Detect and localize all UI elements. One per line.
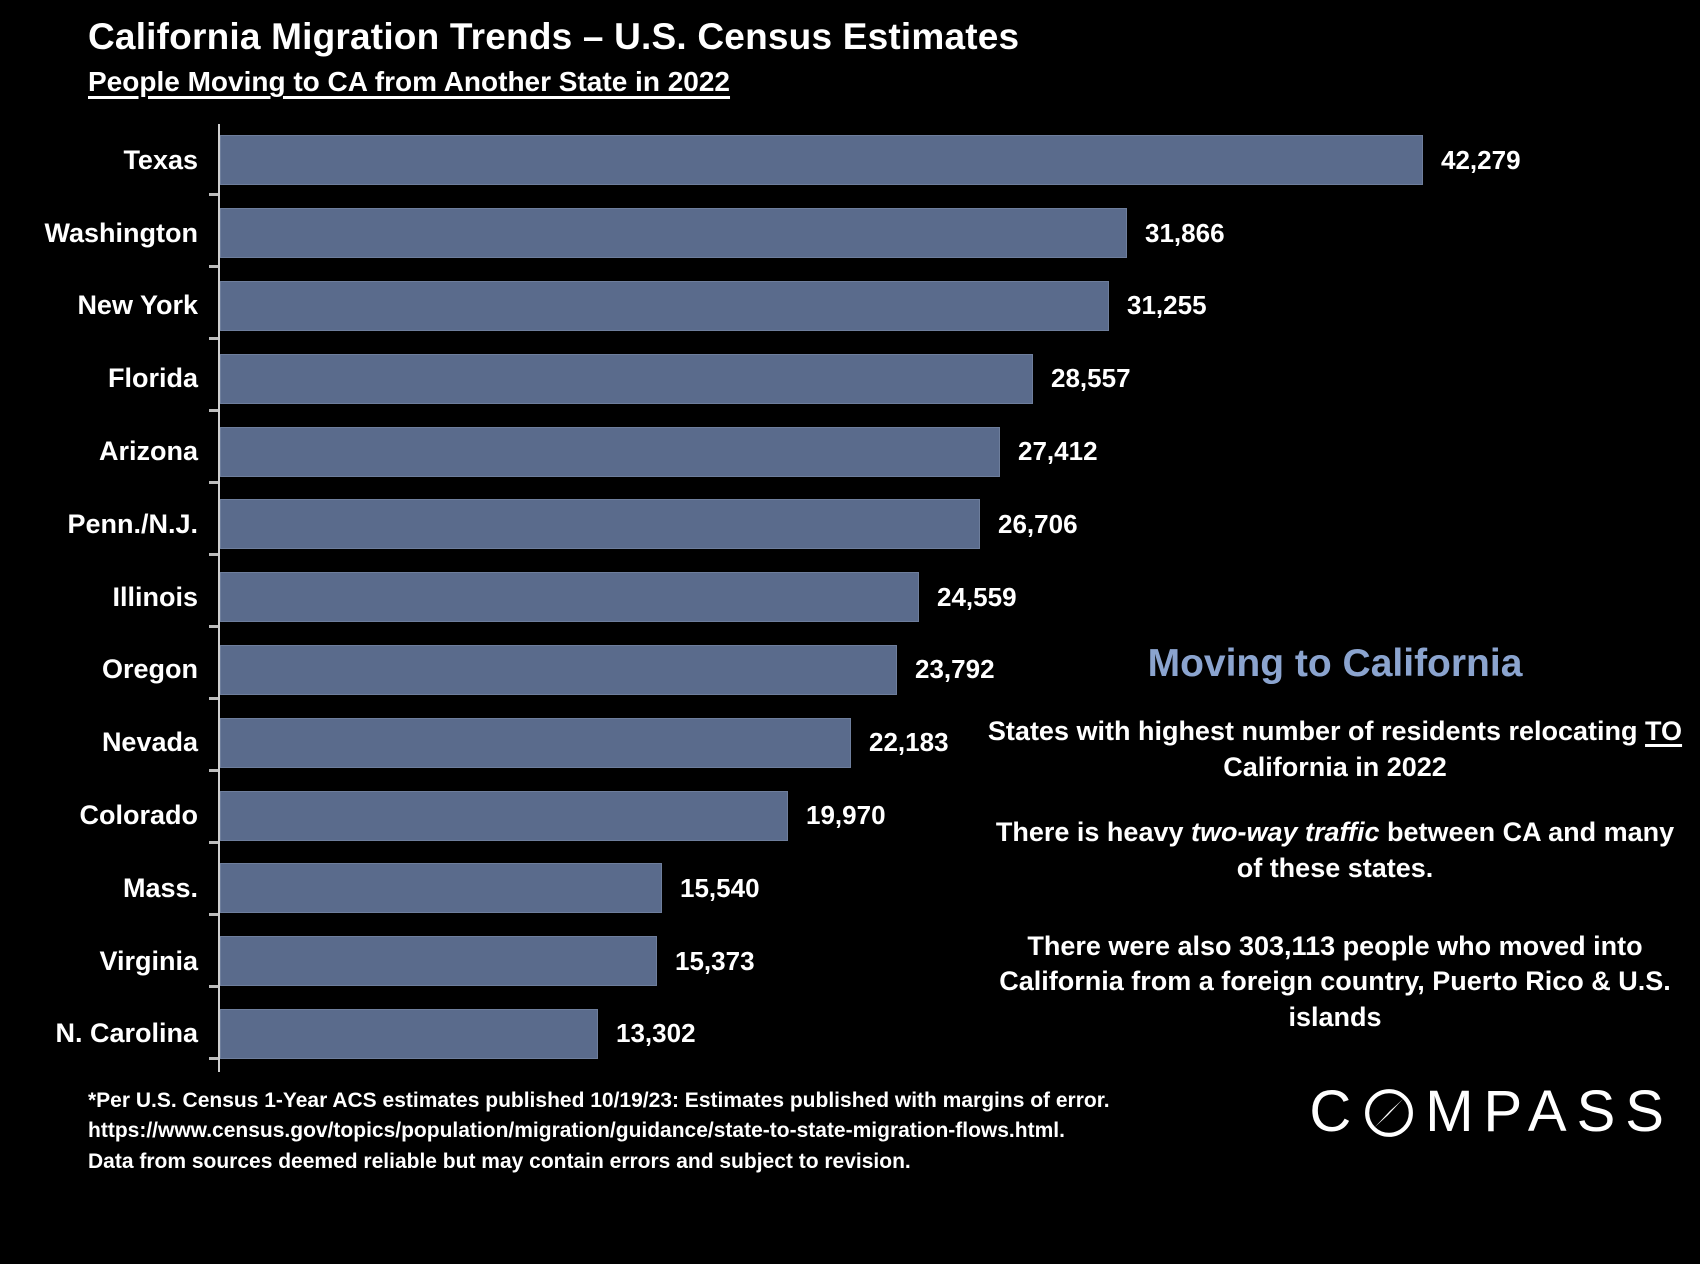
category-label: N. Carolina bbox=[55, 1018, 198, 1049]
value-label: 24,559 bbox=[937, 581, 1017, 612]
side-panel-paragraph-1: States with highest number of residents … bbox=[985, 714, 1685, 785]
bar bbox=[220, 790, 788, 841]
chart-title: California Migration Trends – U.S. Censu… bbox=[88, 16, 1020, 57]
category-label: Colorado bbox=[79, 800, 199, 831]
category-label: Arizona bbox=[98, 436, 198, 467]
bar-wrap: 42,279 bbox=[220, 124, 1521, 197]
p2-italic: two-way traffic bbox=[1191, 817, 1380, 848]
bar-wrap: 22,183 bbox=[220, 706, 949, 779]
p2-pre: There is heavy bbox=[995, 817, 1191, 848]
footer-line-3: Data from sources deemed reliable but ma… bbox=[88, 1149, 911, 1173]
bar-row: Mass. 15,540 bbox=[0, 852, 1521, 925]
side-panel-heading: Moving to California bbox=[1147, 642, 1523, 685]
bar-row: Colorado 19,970 bbox=[0, 779, 1521, 852]
value-label: 22,183 bbox=[869, 727, 949, 758]
bar-row: Texas 42,279 bbox=[0, 124, 1521, 197]
value-label: 28,557 bbox=[1051, 363, 1131, 394]
compass-logo: C MPASS bbox=[1309, 1078, 1674, 1145]
bar bbox=[220, 135, 1423, 186]
bar bbox=[220, 863, 662, 914]
bar bbox=[220, 644, 897, 695]
side-panel-paragraph-2: There is heavy two-way traffic between C… bbox=[985, 815, 1685, 886]
y-axis-line bbox=[218, 124, 220, 1072]
category-label: Penn./N.J. bbox=[67, 508, 198, 539]
value-label: 26,706 bbox=[998, 508, 1078, 539]
bar bbox=[220, 208, 1127, 259]
value-label: 31,255 bbox=[1127, 290, 1207, 321]
bar bbox=[220, 717, 851, 768]
bar-wrap: 13,302 bbox=[220, 998, 696, 1071]
bar-wrap: 23,792 bbox=[220, 634, 995, 707]
category-label: Nevada bbox=[101, 727, 198, 758]
value-label: 42,279 bbox=[1441, 144, 1521, 175]
bar bbox=[220, 936, 657, 987]
p2-post: between CA and many of these states. bbox=[1236, 817, 1675, 883]
bar-wrap: 31,255 bbox=[220, 270, 1207, 343]
bar-row: Oregon 23,792 bbox=[0, 634, 1521, 707]
logo-text-mpass: MPASS bbox=[1425, 1079, 1674, 1144]
bar bbox=[220, 280, 1109, 331]
bar-wrap: 28,557 bbox=[220, 342, 1131, 415]
bar-row: Florida 28,557 bbox=[0, 342, 1521, 415]
bar-wrap: 15,540 bbox=[220, 852, 760, 925]
p1-underlined: TO bbox=[1645, 716, 1683, 746]
bar-wrap: 31,866 bbox=[220, 197, 1225, 270]
compass-o-icon bbox=[1363, 1086, 1415, 1138]
y-axis-ticks bbox=[209, 124, 218, 1072]
footer-line-2: https://www.census.gov/topics/population… bbox=[88, 1119, 1065, 1143]
value-label: 15,373 bbox=[675, 945, 755, 976]
value-label: 23,792 bbox=[915, 654, 995, 685]
p1-post: California in 2022 bbox=[1223, 751, 1447, 782]
bar-wrap: 15,373 bbox=[220, 925, 755, 998]
bar-row: N. Carolina 13,302 bbox=[0, 998, 1521, 1071]
value-label: 31,866 bbox=[1145, 217, 1225, 248]
bar bbox=[220, 426, 1000, 477]
value-label: 27,412 bbox=[1018, 436, 1098, 467]
bar bbox=[220, 572, 919, 623]
category-label: Virginia bbox=[99, 945, 198, 976]
category-label: Florida bbox=[107, 363, 198, 394]
bar-row: Virginia 15,373 bbox=[0, 925, 1521, 998]
value-label: 13,302 bbox=[616, 1018, 696, 1049]
bar bbox=[220, 1008, 598, 1059]
category-label: New York bbox=[77, 290, 198, 321]
footer-line-1: *Per U.S. Census 1-Year ACS estimates pu… bbox=[88, 1089, 1110, 1112]
p1-pre: States with highest number of residents … bbox=[987, 716, 1646, 746]
bar bbox=[220, 353, 1033, 404]
category-label: Washington bbox=[44, 217, 198, 248]
value-label: 19,970 bbox=[806, 800, 886, 831]
bar bbox=[220, 499, 980, 550]
bar-row: Penn./N.J. 26,706 bbox=[0, 488, 1521, 561]
bar-row: Arizona 27,412 bbox=[0, 415, 1521, 488]
bar-row: New York 31,255 bbox=[0, 270, 1521, 343]
bar-wrap: 26,706 bbox=[220, 488, 1078, 561]
side-panel: Moving to California States with highest… bbox=[985, 642, 1685, 1065]
category-label: Illinois bbox=[112, 581, 198, 612]
bar-row: Washington 31,866 bbox=[0, 197, 1521, 270]
category-label: Oregon bbox=[101, 654, 198, 685]
category-label: Mass. bbox=[122, 872, 198, 903]
bar-wrap: 27,412 bbox=[220, 415, 1098, 488]
logo-text-c: C bbox=[1309, 1079, 1362, 1144]
chart-header: California Migration Trends – U.S. Censu… bbox=[88, 16, 1019, 98]
side-panel-paragraph-3: There were also 303,113 people who moved… bbox=[999, 930, 1671, 1032]
bar-row: Nevada 22,183 bbox=[0, 706, 1521, 779]
bar-wrap: 19,970 bbox=[220, 779, 886, 852]
bar-row: Illinois 24,559 bbox=[0, 561, 1521, 634]
bar-rows: Texas 42,279 Washington 31,866 New York 31,25… bbox=[0, 124, 1521, 1070]
bar-wrap: 24,559 bbox=[220, 561, 1017, 634]
category-label: Texas bbox=[123, 144, 198, 175]
value-label: 15,540 bbox=[680, 872, 760, 903]
chart-subtitle: People Moving to CA from Another State i… bbox=[88, 66, 731, 97]
footer-disclaimer: *Per U.S. Census 1-Year ACS estimates pu… bbox=[88, 1086, 1110, 1177]
